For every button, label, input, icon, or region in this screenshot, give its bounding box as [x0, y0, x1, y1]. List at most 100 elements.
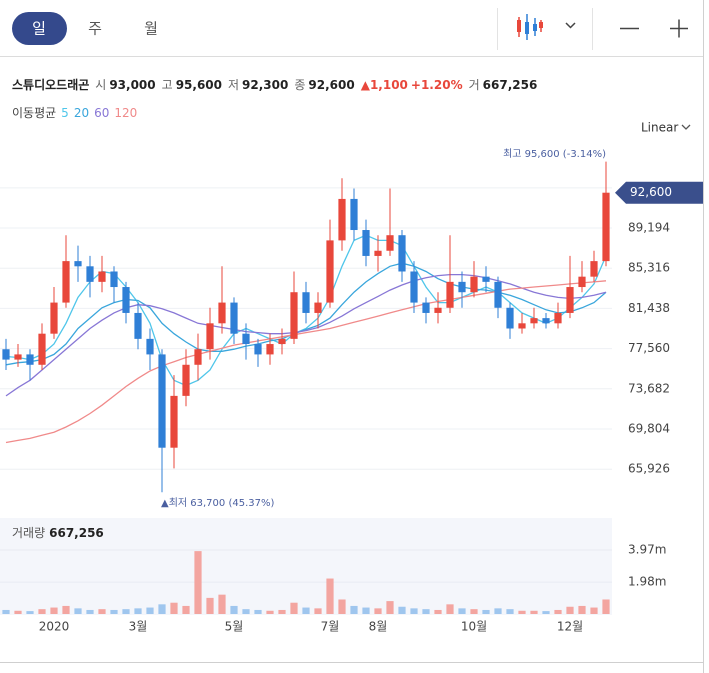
volume-bar	[26, 611, 34, 614]
candle-body	[374, 250, 382, 256]
candle-body	[314, 302, 322, 313]
candle-body	[218, 302, 226, 324]
period-tab[interactable]: 일	[32, 20, 46, 38]
candle-body	[602, 192, 610, 262]
volume-bar	[86, 609, 94, 614]
volume-bar	[554, 609, 562, 614]
volume-bar	[50, 607, 58, 614]
quote-value: 92,600	[308, 78, 354, 92]
stock-name: 스튜디오드래곤	[12, 77, 89, 92]
volume-bar	[410, 608, 418, 614]
candle-body	[86, 266, 94, 282]
moving-average-legend: 이동평균 5 20 60 120	[12, 106, 137, 120]
scale-label[interactable]: Linear	[641, 121, 678, 135]
candle-body	[302, 292, 310, 313]
volume-bar	[170, 602, 178, 614]
volume-bar	[386, 601, 394, 614]
volume-bar	[578, 605, 586, 614]
y-tick-label: 3.97m	[628, 542, 666, 556]
quote-summary: 스튜디오드래곤 시 93,000 고 95,600 저 92,300 종 92,600 ▲1,10…	[12, 77, 537, 92]
candle-body	[98, 271, 106, 282]
candle-body	[170, 395, 178, 448]
candle-body	[458, 281, 466, 293]
volume-bar	[542, 611, 550, 614]
quote-label: 고	[162, 78, 173, 92]
x-tick-label: 12월	[557, 620, 583, 634]
candle-body	[14, 354, 22, 360]
zoom-in-button[interactable]	[670, 19, 688, 38]
quote-value: 93,000	[109, 78, 155, 92]
period-tab[interactable]: 월	[144, 20, 158, 38]
candle-body	[530, 318, 538, 324]
volume-bar	[362, 607, 370, 614]
y-tick-label: 73,682	[628, 381, 670, 395]
volume-bar	[482, 609, 490, 614]
chart-type-dropdown[interactable]	[565, 22, 576, 29]
candle-body	[134, 312, 142, 339]
quote-change-rate: +1.20%	[411, 78, 463, 92]
volume-bar	[278, 609, 286, 614]
volume-bar	[242, 609, 250, 614]
candle-body	[386, 235, 394, 251]
candle-body	[146, 338, 154, 355]
volume-panel	[0, 518, 612, 615]
volume-bar	[146, 607, 154, 614]
high-annotation: 최고 95,600 (-3.14%)	[503, 148, 606, 160]
quote-label: 종	[294, 78, 305, 92]
candle-body	[254, 344, 262, 355]
candle-body	[362, 230, 370, 256]
volume-bar	[434, 609, 442, 614]
plot: 65,926 69,804 73,682 77,560 81,438 85,316 89,1…	[0, 161, 703, 634]
moving-average-line	[5, 262, 607, 366]
moving-average-line	[5, 234, 607, 387]
candle-body	[26, 354, 34, 365]
volume-bar	[230, 605, 238, 614]
x-tick-label: 10월	[461, 620, 487, 634]
candle-body	[434, 307, 442, 313]
volume-bar	[602, 599, 610, 614]
y-tick-label: 85,316	[628, 261, 670, 275]
candle-body	[290, 292, 298, 339]
volume-bar	[302, 607, 310, 614]
candle-body	[506, 307, 514, 329]
legend-entry: 120	[114, 106, 137, 120]
candle-body	[158, 354, 166, 448]
candle-body	[110, 271, 118, 288]
scale-selector[interactable]: Linear	[641, 121, 691, 135]
volume-bar	[398, 606, 406, 614]
candle-body	[182, 364, 190, 396]
legend-entry: 20	[74, 106, 89, 120]
volume-title: 거래량 667,256	[12, 526, 104, 540]
chart-type-button[interactable]	[517, 14, 543, 40]
candle-body	[518, 323, 526, 329]
volume-bar	[290, 602, 298, 614]
volume-bar	[134, 608, 142, 614]
volume-bar	[518, 610, 526, 614]
period-tab[interactable]: 주	[88, 20, 102, 38]
candle-body	[62, 261, 70, 303]
candle-body	[242, 333, 250, 345]
quote-value: 95,600	[176, 78, 222, 92]
candle-body	[566, 287, 574, 313]
quote-change: ▲1,100	[361, 78, 408, 92]
volume-bar	[446, 604, 454, 614]
moving-average-line	[5, 280, 607, 444]
y-tick-label: 89,194	[628, 221, 670, 235]
volume-bar	[14, 610, 22, 614]
volume-bar	[566, 606, 574, 614]
candle-body	[230, 302, 238, 334]
volume-bar	[182, 605, 190, 614]
candle-body	[350, 198, 358, 231]
candle-body	[206, 323, 214, 350]
legend-entry: 5	[61, 106, 69, 120]
volume-bar	[590, 607, 598, 614]
candle-body	[446, 281, 454, 308]
candle-body	[122, 287, 130, 313]
volume-bar	[206, 597, 214, 614]
candle-body	[410, 271, 418, 303]
volume-bar	[158, 604, 166, 614]
quote-label: 저	[228, 78, 239, 92]
volume-bar	[62, 605, 70, 614]
candle-body	[326, 240, 334, 303]
